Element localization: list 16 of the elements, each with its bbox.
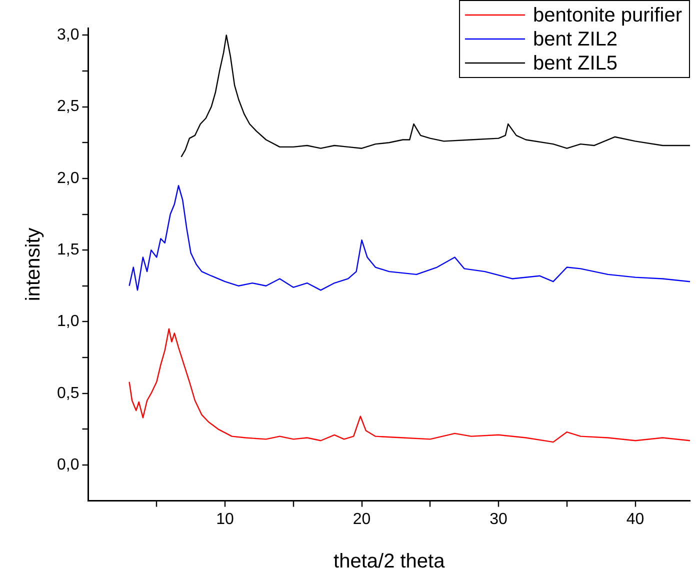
y-tick-label: 2,5 — [56, 98, 80, 116]
legend-label: bent ZIL2 — [533, 28, 618, 51]
y-axis-title: intensity — [22, 228, 45, 302]
x-tick-label: 40 — [626, 510, 644, 528]
y-tick-label: 2,0 — [56, 170, 80, 187]
x-tick-label: 10 — [216, 510, 234, 528]
x-tick-label: 20 — [352, 510, 371, 528]
legend-label: bent ZIL5 — [533, 52, 618, 75]
y-tick-label: 0,5 — [56, 384, 80, 402]
y-tick-label: 0,0 — [56, 456, 80, 474]
y-tick-label: 1,5 — [56, 241, 80, 258]
y-tick-label: 3,0 — [56, 26, 80, 44]
x-tick-label: 30 — [490, 510, 508, 528]
x-axis-title: theta/2 theta — [334, 550, 446, 573]
y-tick-label: 1,0 — [56, 313, 80, 330]
legend-label: bentonite purifier — [533, 4, 682, 27]
